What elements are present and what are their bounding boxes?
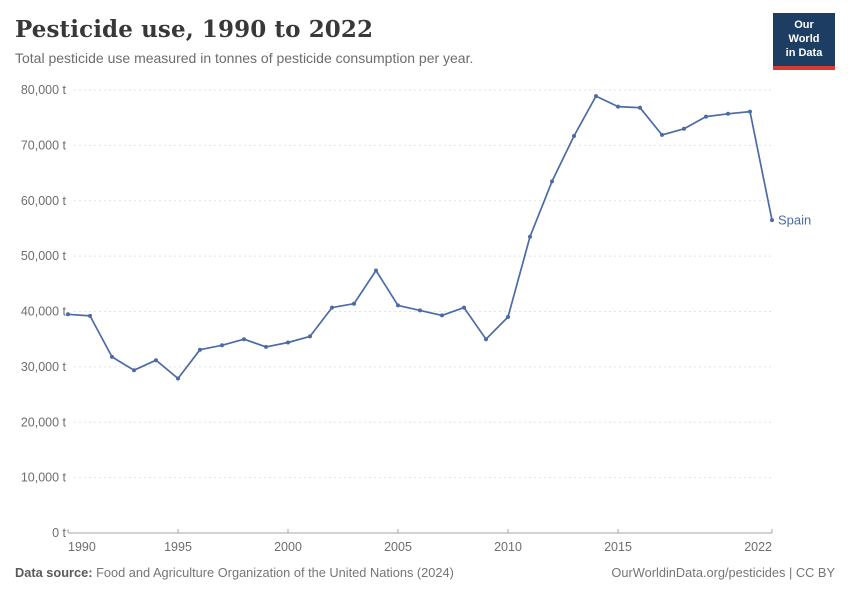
data-point [132, 368, 136, 373]
y-axis-tick-label: 30,000 t [21, 360, 67, 374]
y-axis-tick-label: 50,000 t [21, 249, 67, 263]
data-point [550, 179, 554, 184]
y-axis-tick-label: 10,000 t [21, 471, 67, 485]
chart-footer: Data source: Food and Agriculture Organi… [15, 565, 835, 580]
data-point [660, 132, 664, 137]
owid-url-link[interactable]: OurWorldinData.org/pesticides [611, 565, 786, 580]
y-axis-tick-label: 40,000 t [21, 305, 67, 319]
series-end-label: Spain [778, 213, 811, 228]
data-line-spain [67, 95, 773, 380]
x-axis-tick-label: 2015 [604, 540, 632, 554]
data-point [462, 305, 466, 310]
data-point [220, 343, 224, 348]
data-point [704, 114, 708, 119]
data-point [242, 337, 246, 342]
x-axis-tick-label: 2022 [744, 540, 772, 554]
data-point [770, 218, 774, 223]
data-point [748, 109, 752, 114]
data-point [396, 303, 400, 308]
data-source: Data source: Food and Agriculture Organi… [15, 565, 454, 580]
data-point [506, 315, 510, 319]
footer-links: OurWorldinData.org/pesticides | CC BY [611, 565, 835, 580]
data-point [286, 340, 290, 345]
x-axis-tick-label: 2000 [274, 540, 302, 554]
y-axis-tick-label: 0 t [52, 526, 66, 540]
data-source-text: Food and Agriculture Organization of the… [92, 565, 454, 580]
data-point [528, 234, 532, 239]
x-axis-tick-label: 2010 [494, 540, 522, 554]
x-axis-tick-label: 1990 [68, 540, 96, 554]
data-point [330, 305, 334, 310]
data-point [484, 337, 488, 342]
data-point [88, 313, 92, 318]
data-point [374, 268, 378, 273]
chart-subtitle: Total pesticide use measured in tonnes o… [15, 50, 474, 66]
data-point [308, 334, 312, 339]
chart-header: Pesticide use, 1990 to 2022 Total pestic… [0, 0, 850, 71]
owid-logo-line2: in Data [785, 46, 823, 59]
data-point [176, 376, 180, 381]
data-point [440, 313, 444, 318]
data-point [352, 301, 356, 306]
footer-separator: | [785, 565, 796, 580]
data-point [594, 94, 598, 99]
data-point [682, 126, 686, 131]
data-point [418, 308, 422, 313]
x-axis-tick-label: 2005 [384, 540, 412, 554]
data-point [198, 347, 202, 352]
y-axis-tick-label: 70,000 t [21, 138, 67, 152]
data-point [154, 358, 158, 363]
owid-logo[interactable]: Our World in Data [773, 13, 835, 71]
y-axis-tick-label: 80,000 t [21, 83, 67, 97]
data-point [616, 104, 620, 109]
data-point [110, 354, 114, 359]
y-axis-tick-label: 20,000 t [21, 415, 67, 429]
data-point [66, 312, 70, 317]
x-axis-tick-label: 1995 [164, 540, 192, 554]
data-point [726, 111, 730, 116]
data-point [264, 344, 268, 349]
license-label: CC BY [795, 565, 835, 580]
data-source-label: Data source: [15, 565, 93, 580]
y-axis-tick-label: 60,000 t [21, 194, 67, 208]
owid-logo-line1: Our World [788, 19, 820, 45]
data-point [638, 105, 642, 110]
page-title: Pesticide use, 1990 to 2022 [15, 16, 374, 43]
data-point [572, 134, 576, 138]
